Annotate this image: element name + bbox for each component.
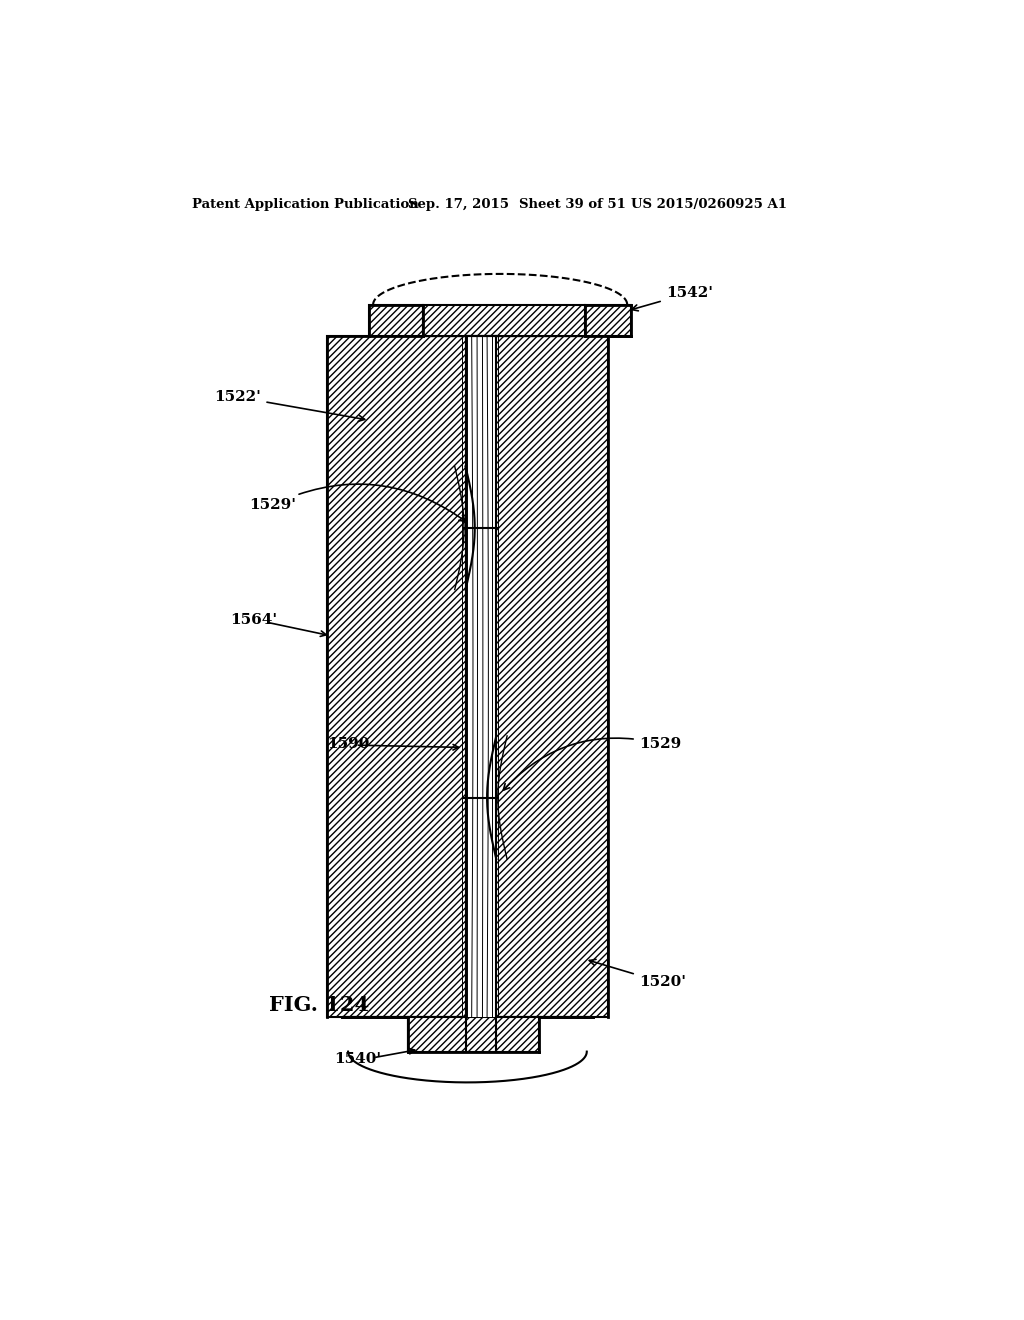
- Text: FIG. 124: FIG. 124: [269, 995, 370, 1015]
- Text: Sheet 39 of 51: Sheet 39 of 51: [519, 198, 627, 211]
- Polygon shape: [370, 305, 466, 335]
- Text: 1542': 1542': [632, 286, 713, 310]
- Text: Patent Application Publication: Patent Application Publication: [193, 198, 419, 211]
- Polygon shape: [408, 1016, 539, 1052]
- Text: 1529: 1529: [503, 737, 681, 791]
- Text: 1520': 1520': [589, 960, 686, 989]
- Text: 1522': 1522': [215, 391, 365, 421]
- Text: 1529': 1529': [249, 484, 466, 521]
- Text: Sep. 17, 2015: Sep. 17, 2015: [408, 198, 509, 211]
- Text: 1540': 1540': [335, 1052, 382, 1067]
- Polygon shape: [497, 305, 631, 335]
- Polygon shape: [497, 335, 608, 1016]
- Polygon shape: [342, 1016, 466, 1052]
- Polygon shape: [497, 1016, 593, 1052]
- Text: US 2015/0260925 A1: US 2015/0260925 A1: [631, 198, 787, 211]
- Text: 1564': 1564': [230, 614, 278, 627]
- Polygon shape: [466, 335, 497, 1016]
- Polygon shape: [423, 305, 585, 335]
- Text: 1590: 1590: [327, 737, 370, 751]
- Polygon shape: [327, 335, 466, 1016]
